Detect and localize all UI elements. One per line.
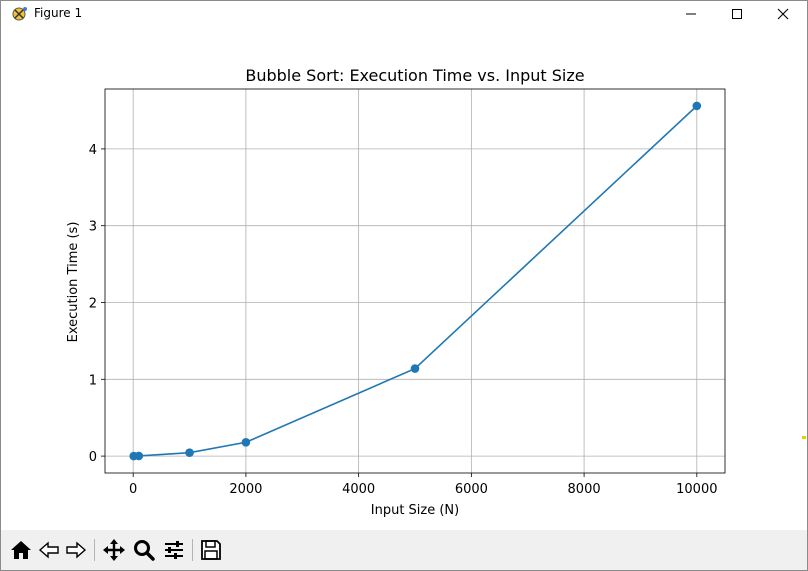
- navigation-toolbar: [1, 530, 807, 570]
- data-point: [241, 437, 251, 447]
- x-tick-label: 0: [129, 482, 137, 497]
- toolbar-separator: [192, 539, 193, 561]
- data-point: [185, 448, 194, 457]
- chart-canvas[interactable]: 0 2000 4000 6000 8000 10000 0 1 2 3 4 Bubble Sort:…: [1, 28, 807, 528]
- forward-arrow-icon[interactable]: [64, 538, 88, 562]
- data-point: [134, 451, 144, 461]
- x-tick-label: 10000: [676, 482, 717, 497]
- y-axis-label: Execution Time (s): [66, 222, 81, 343]
- x-tick-label: 4000: [342, 482, 375, 497]
- app-icon: [12, 7, 27, 21]
- series-line: [133, 105, 698, 457]
- close-button[interactable]: [760, 1, 806, 27]
- data-point: [410, 364, 420, 373]
- line-chart: 0 2000 4000 6000 8000 10000 0 1 2 3 4 Bubble Sort:…: [66, 66, 726, 518]
- y-tick-label: 1: [89, 373, 97, 388]
- toolbar-separator: [94, 539, 95, 561]
- maximize-icon: [732, 9, 742, 19]
- axes-frame: [104, 88, 726, 474]
- y-tick-label: 3: [89, 220, 97, 235]
- minimize-button[interactable]: [668, 1, 714, 27]
- edge-marker: [802, 436, 806, 439]
- configure-subplots-icon[interactable]: [162, 538, 186, 562]
- maximize-button[interactable]: [714, 1, 760, 27]
- grid: [105, 89, 725, 473]
- minimize-icon: [686, 13, 696, 15]
- title-bar[interactable]: Figure 1: [1, 1, 807, 27]
- close-icon: [777, 8, 789, 20]
- zoom-icon[interactable]: [132, 538, 156, 562]
- x-axis-label: Input Size (N): [371, 503, 459, 518]
- home-icon[interactable]: [9, 538, 33, 562]
- y-tick-label: 2: [89, 297, 97, 312]
- save-icon[interactable]: [199, 538, 223, 562]
- back-arrow-icon[interactable]: [37, 538, 61, 562]
- x-tick-label: 2000: [229, 482, 262, 497]
- y-tick-label: 4: [89, 143, 97, 158]
- data-point: [692, 101, 702, 111]
- y-tick-label: 0: [89, 450, 97, 465]
- pan-icon[interactable]: [102, 538, 126, 562]
- ticks: 0 2000 4000 6000 8000 10000 0 1 2 3 4: [89, 143, 718, 497]
- window-title: Figure 1: [34, 6, 83, 20]
- x-tick-label: 6000: [455, 482, 488, 497]
- x-tick-label: 8000: [568, 482, 601, 497]
- chart-title: Bubble Sort: Execution Time vs. Input Si…: [245, 66, 584, 85]
- series-layer: [129, 101, 702, 461]
